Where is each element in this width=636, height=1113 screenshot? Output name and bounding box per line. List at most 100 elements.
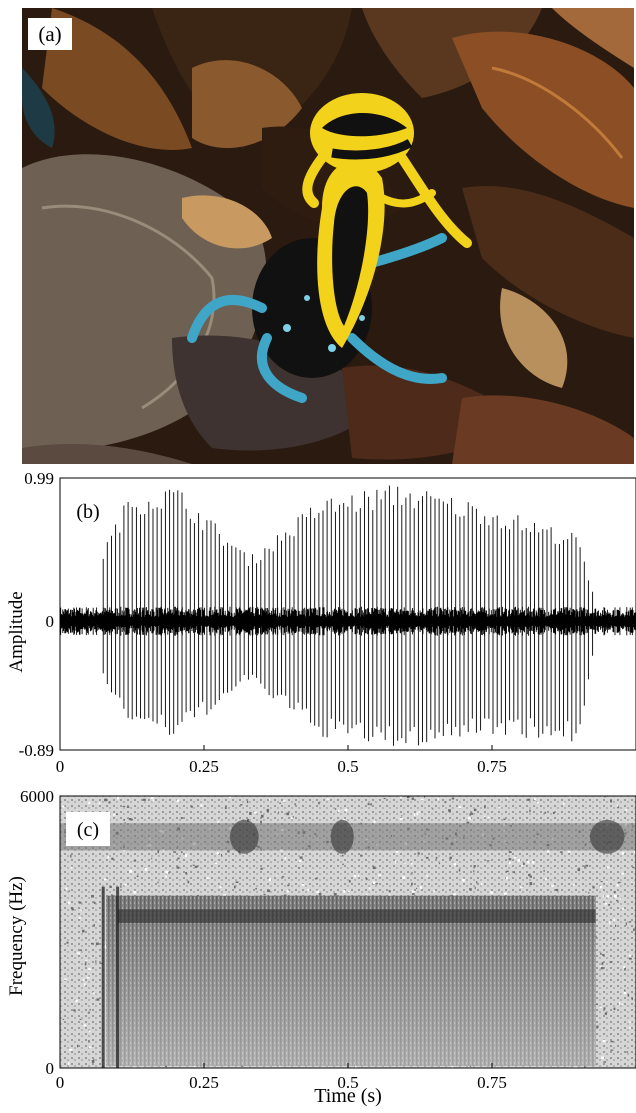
- spectrogram-speckle: [123, 819, 125, 821]
- panel-c-label-bg: [66, 812, 110, 846]
- spectrogram-speckle: [136, 875, 139, 877]
- spectrogram-speckle: [144, 867, 148, 871]
- spectrogram-speckle: [227, 850, 230, 853]
- spectrogram-speckle: [279, 802, 281, 804]
- spectrogram-speckle: [173, 851, 177, 853]
- spectrogram-speckle: [629, 957, 632, 960]
- spectrogram-speckle: [276, 874, 278, 877]
- spectrogram-speckle: [287, 884, 290, 887]
- spectrogram-x-tick-label: 0: [56, 1073, 65, 1092]
- spectrogram-speckle: [504, 892, 507, 895]
- spectrogram-speckle: [373, 820, 376, 824]
- spectrogram-speckle: [412, 891, 415, 893]
- spectrogram-x-tick-label: 0.75: [477, 1073, 507, 1092]
- spectrogram-speckle: [62, 805, 65, 808]
- spectrogram-speckle: [585, 864, 589, 867]
- spectrogram-speckle: [240, 1065, 243, 1067]
- spectrogram-speckle: [401, 815, 403, 817]
- spectrogram-speckle: [622, 908, 624, 910]
- spectrogram-speckle: [629, 921, 632, 923]
- spectrogram-speckle: [604, 1012, 607, 1015]
- spectrogram-speckle: [185, 854, 188, 857]
- spectrogram-speckle: [108, 801, 111, 804]
- frog-photo-illustration: [22, 8, 634, 464]
- spectrogram-speckle: [316, 890, 320, 893]
- spectrogram-speckle: [86, 977, 90, 979]
- spectrogram-speckle: [432, 808, 434, 810]
- spectrogram-speckle: [84, 962, 87, 966]
- spectrogram-speckle: [528, 874, 531, 876]
- panel-b-label-bg: [66, 494, 110, 528]
- waveform-pulses: [102, 485, 594, 746]
- spectrogram-speckle: [307, 888, 310, 891]
- spectrogram-speckle: [79, 949, 82, 951]
- spectrogram-speckle: [93, 901, 96, 904]
- spectrogram-speckle: [469, 1065, 472, 1067]
- spectrogram-speckle: [113, 813, 116, 816]
- spectrogram-speckle: [617, 804, 619, 807]
- spectrogram-speckle: [348, 880, 351, 883]
- spectrogram-speckle: [616, 883, 619, 887]
- spectrogram-speckle: [426, 874, 428, 878]
- spectrogram-speckle: [602, 1039, 606, 1043]
- spectrogram-speckle: [277, 811, 280, 814]
- waveform-trace: [60, 485, 636, 746]
- spectrogram-chart: 6000 00 0.25 0.5 0.75 Frequency (Hz) Time (s…: [6, 787, 636, 1107]
- spectrogram-speckle: [299, 856, 303, 859]
- spectrogram-speckle: [369, 887, 371, 890]
- panel-a-label: (a): [28, 18, 72, 50]
- spectrogram-speckle: [255, 887, 257, 890]
- spectrogram-speckle: [344, 808, 348, 812]
- spectrogram-speckle: [529, 809, 531, 813]
- spectrogram-speckle: [610, 799, 613, 803]
- spectrogram-speckle: [411, 797, 415, 800]
- frog-photograph: (a): [22, 8, 634, 464]
- spectrogram-speckle: [103, 945, 107, 949]
- spectrogram-speckle: [506, 870, 509, 873]
- spectrogram-speckle: [606, 895, 609, 898]
- spectrogram-speckle: [545, 878, 547, 880]
- spectrogram-speckle: [68, 1062, 70, 1065]
- spectrogram-speckle: [399, 796, 402, 799]
- spectrogram-speckle: [625, 922, 627, 926]
- spectrogram-speckle: [602, 954, 605, 956]
- spectrogram-speckle: [625, 809, 627, 812]
- spectrogram-speckle: [165, 875, 167, 878]
- spectrogram-speckle: [192, 864, 195, 866]
- spectrogram-speckle: [165, 870, 169, 874]
- spectrogram-speckle: [613, 1007, 616, 1010]
- spectrogram-speckle: [414, 813, 416, 816]
- spectrogram-speckle: [605, 881, 608, 883]
- spectrogram-speckle: [603, 1061, 607, 1063]
- spectrogram-speckle: [527, 861, 530, 864]
- spectrogram-speckle: [326, 798, 330, 800]
- spectrogram-speckle: [107, 856, 109, 859]
- spectrogram-panel: 6000 0 0 0.25 0.5 0.75 Frequency (Hz) Time (s…: [0, 786, 636, 1108]
- spectrogram-speckle: [358, 875, 360, 877]
- spectrogram-onset-pulse: [101, 886, 105, 1068]
- waveform-y-tick-label: 0: [46, 612, 55, 631]
- spectrogram-speckle: [370, 803, 372, 806]
- spectrogram-speckle: [633, 850, 636, 853]
- spectrogram-speckle: [216, 851, 219, 855]
- spectrogram-speckle: [467, 817, 471, 820]
- spectrogram-speckle: [133, 1066, 136, 1068]
- spectrogram-energy: [60, 796, 636, 1068]
- waveform-y-axis-label: Amplitude: [6, 591, 27, 672]
- spectrogram-speckle: [584, 865, 586, 869]
- spectrogram-speckle: [111, 857, 114, 860]
- spectrogram-speckle: [82, 978, 85, 981]
- spectrogram-speckle: [383, 797, 386, 800]
- spectrogram-speckle: [190, 805, 193, 808]
- spectrogram-speckle: [624, 989, 626, 993]
- spectrogram-speckle: [77, 1044, 79, 1048]
- spectrogram-speckle: [484, 805, 486, 809]
- spectrogram-speckle: [453, 863, 456, 866]
- spectrogram-speckle: [596, 1025, 599, 1028]
- spectrogram-speckle: [388, 890, 391, 892]
- spectrogram-speckle: [517, 859, 521, 862]
- spectrogram-speckle: [223, 894, 226, 897]
- spectrogram-speckle: [600, 952, 602, 955]
- spectrogram-speckle: [157, 881, 159, 884]
- spectrogram-speckle: [181, 851, 183, 854]
